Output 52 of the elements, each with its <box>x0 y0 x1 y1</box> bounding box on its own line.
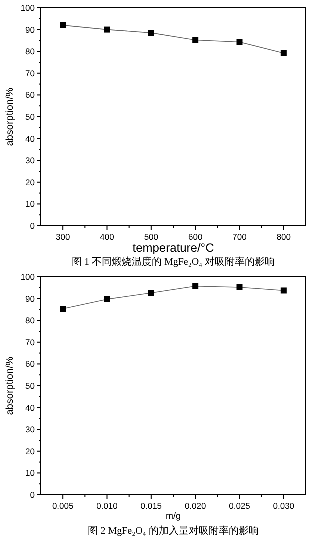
point <box>148 290 154 296</box>
point <box>148 30 154 36</box>
x-axis-title: m/g <box>166 511 182 521</box>
x-tick-label: 700 <box>232 232 248 242</box>
x-tick-label: 300 <box>56 232 70 242</box>
y-tick-label: 50 <box>26 112 36 122</box>
y-tick-label: 100 <box>20 3 36 13</box>
x-axis-title: temperature/°C <box>132 241 215 255</box>
y-tick-label: 60 <box>26 90 36 100</box>
y-tick-label: 100 <box>20 272 36 282</box>
y-tick-label: 30 <box>26 424 36 435</box>
y-tick-label: 30 <box>26 156 36 166</box>
y-axis-title: absorption/% <box>5 88 16 146</box>
y-tick-label: 40 <box>26 402 36 413</box>
y-tick-label: 60 <box>26 359 36 370</box>
y-tick-label: 70 <box>26 68 36 78</box>
y-tick-label: 0 <box>30 221 36 231</box>
x-tick-label: 600 <box>188 232 203 242</box>
y-tick-label: 0 <box>30 490 36 500</box>
x-tick-label: 800 <box>276 232 292 242</box>
x-tick-label: 0.025 <box>229 501 251 511</box>
x-tick-label: 0.015 <box>140 501 162 511</box>
caption: 图 1 不同煅烧温度的 MgFe₂O₄ 对吸附率的影响 <box>72 256 276 268</box>
x-tick-label: 400 <box>100 232 115 242</box>
y-tick-label: 90 <box>26 294 36 304</box>
point <box>60 22 66 28</box>
point <box>192 283 199 290</box>
point <box>280 50 287 56</box>
y-tick-label: 80 <box>26 316 36 326</box>
point <box>236 39 243 46</box>
point <box>236 284 243 290</box>
x-tick-label: 0.010 <box>96 501 118 511</box>
caption: 图 2 MgFe₂O₄ 的加入量对吸附率的影响 <box>88 525 259 537</box>
y-axis-title: absorption/% <box>5 356 16 416</box>
y-tick-label: 50 <box>26 381 36 391</box>
point <box>104 296 110 302</box>
y-tick-label: 20 <box>26 177 36 188</box>
y-tick-label: 10 <box>26 199 36 210</box>
point <box>280 288 287 294</box>
y-tick-label: 10 <box>26 468 36 478</box>
y-tick-label: 20 <box>26 446 36 456</box>
x-tick-label: 0.005 <box>52 501 74 511</box>
point <box>60 306 66 312</box>
x-tick-label: 0.030 <box>273 501 295 511</box>
y-tick-label: 90 <box>26 24 36 35</box>
point <box>192 37 199 44</box>
x-tick-label: 500 <box>144 232 159 242</box>
point <box>104 26 110 33</box>
y-tick-label: 80 <box>26 46 36 57</box>
y-tick-label: 40 <box>26 134 36 144</box>
y-tick-label: 70 <box>26 337 36 348</box>
x-tick-label: 0.020 <box>184 501 206 511</box>
